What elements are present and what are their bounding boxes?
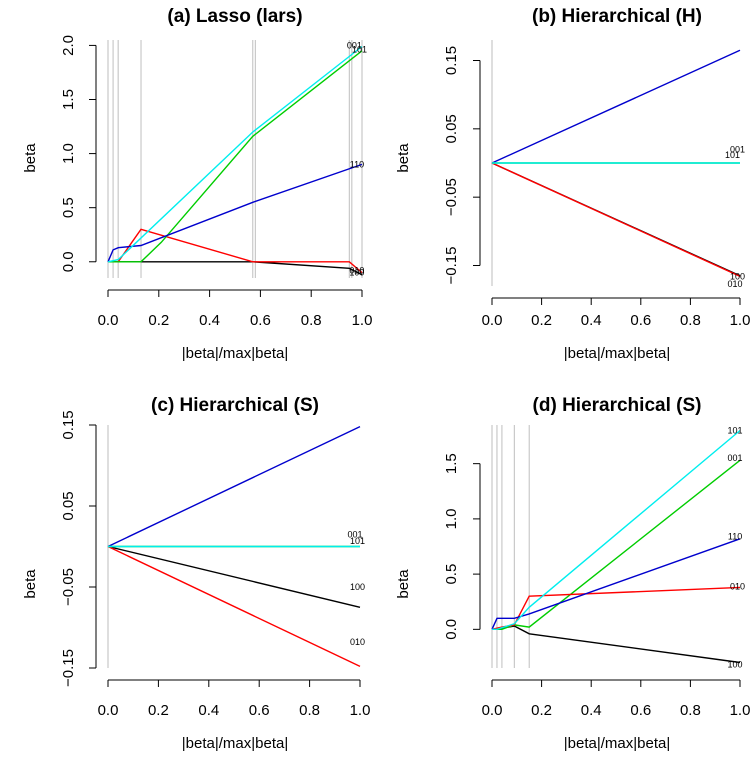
panel-a-series-110 — [107, 163, 363, 263]
panel-a-end-label-101: 101 — [352, 45, 367, 55]
panel-c-y-tick-label-2: 0.05 — [60, 491, 77, 520]
panel-c-series-010 — [107, 545, 361, 668]
panel-d-series-010 — [491, 586, 741, 630]
panel-a-x-tick-label-0: 0.0 — [98, 312, 119, 329]
panel-c-x-tick-label-2: 0.4 — [198, 702, 219, 719]
panel-a-y-tick-label-4: 2.0 — [60, 35, 77, 56]
panel-c-series-110 — [107, 425, 361, 548]
panel-d-x-tick-label-2: 0.4 — [581, 702, 602, 719]
panel-a-title: (a) Lasso (lars) — [167, 6, 302, 27]
panel-d-xlabel: |beta|/max|beta| — [564, 735, 670, 752]
panel-b-end-label-001: 001 — [730, 144, 745, 154]
panel-d-ylabel: beta — [395, 569, 412, 599]
panel-c-series-100 — [107, 545, 361, 608]
panel-d-end-label-001: 001 — [728, 453, 743, 463]
panel-d-series-110 — [491, 538, 741, 630]
panel-b-x-tick-label-3: 0.6 — [630, 312, 651, 329]
panel-c-ylabel: beta — [22, 569, 39, 599]
panel-c-xlabel: |beta|/max|beta| — [182, 735, 288, 752]
panel-a-y-tick-label-1: 0.5 — [60, 197, 77, 218]
panel-a-end-label-010: 010 — [349, 265, 364, 275]
panel-b-x-tick-label-5: 1.0 — [730, 312, 751, 329]
panel-a-lasso: (a) Lasso (lars) |beta|/max|beta| beta 0… — [22, 6, 372, 362]
panel-d-x-tick-label-4: 0.8 — [680, 702, 701, 719]
panel-c-x-tick-label-5: 1.0 — [350, 702, 371, 719]
panel-d-x-tick-label-5: 1.0 — [730, 702, 751, 719]
panel-d-title: (d) Hierarchical (S) — [533, 395, 702, 416]
panel-d-end-label-101: 101 — [728, 426, 743, 436]
panel-b-ylabel: beta — [395, 143, 412, 173]
panel-a-x-tick-label-1: 0.2 — [148, 312, 169, 329]
panel-d-end-label-100: 100 — [728, 660, 743, 670]
panel-b-x-tick-label-1: 0.2 — [531, 312, 552, 329]
panel-a-x-tick-label-4: 0.8 — [301, 312, 322, 329]
panel-b-y-tick-label-2: 0.05 — [443, 114, 460, 143]
panel-b-xlabel: |beta|/max|beta| — [564, 345, 670, 362]
panel-a-x-tick-label-2: 0.4 — [199, 312, 220, 329]
panel-a-x-tick-label-5: 1.0 — [352, 312, 373, 329]
panel-b-end-label-010: 010 — [728, 279, 743, 289]
panel-b-y-tick-label-0: −0.15 — [443, 247, 460, 285]
panel-d-hierarchical-s: (d) Hierarchical (S) |beta|/max|beta| be… — [395, 395, 750, 752]
panel-a-ylabel: beta — [22, 143, 39, 173]
panel-c-x-tick-label-4: 0.8 — [299, 702, 320, 719]
panel-b-y-tick-label-1: −0.05 — [443, 178, 460, 216]
panel-a-series-101 — [108, 50, 363, 263]
panel-a-end-label-110: 110 — [350, 159, 364, 169]
panel-d-x-tick-label-3: 0.6 — [630, 702, 651, 719]
panel-a-xlabel: |beta|/max|beta| — [182, 345, 288, 362]
panel-a-end-label-100: 100 — [349, 268, 364, 278]
panel-b-x-tick-label-0: 0.0 — [482, 312, 503, 329]
panel-b-x-tick-label-4: 0.8 — [680, 312, 701, 329]
panel-d-series-101 — [492, 429, 741, 630]
panel-d-x-tick-label-1: 0.2 — [531, 702, 552, 719]
panel-b-end-label-100: 100 — [730, 271, 745, 281]
panel-a-y-tick-label-3: 1.5 — [60, 89, 77, 110]
panel-c-end-label-001: 001 — [347, 529, 362, 539]
panel-a-end-label-001: 001 — [347, 40, 362, 50]
panel-a-series-001 — [107, 45, 363, 263]
panel-d-end-label-110: 110 — [728, 532, 742, 542]
panel-c-y-tick-label-3: 0.15 — [60, 410, 77, 439]
panel-b-hierarchical-h: (b) Hierarchical (H) |beta|/max|beta| be… — [395, 6, 750, 362]
panel-c-x-tick-label-0: 0.0 — [98, 702, 119, 719]
panel-b-y-tick-label-3: 0.15 — [443, 46, 460, 75]
panel-d-x-tick-label-0: 0.0 — [482, 702, 503, 719]
panel-a-y-tick-label-2: 1.0 — [60, 143, 77, 164]
panel-d-end-label-010: 010 — [730, 581, 745, 591]
panel-d-y-tick-label-0: 0.0 — [443, 619, 460, 640]
panel-c-y-tick-label-0: −0.15 — [60, 649, 77, 687]
panel-b-x-tick-label-2: 0.4 — [581, 312, 602, 329]
panel-c-x-tick-label-1: 0.2 — [148, 702, 169, 719]
panel-c-x-tick-label-3: 0.6 — [249, 702, 270, 719]
panel-c-hierarchical-s: (c) Hierarchical (S) |beta|/max|beta| be… — [22, 395, 370, 752]
panel-c-end-label-010: 010 — [350, 637, 365, 647]
panel-c-end-label-100: 100 — [350, 582, 365, 592]
panel-c-title: (c) Hierarchical (S) — [151, 395, 319, 416]
panel-d-y-tick-label-1: 0.5 — [443, 564, 460, 585]
panel-a-y-tick-label-0: 0.0 — [60, 251, 77, 272]
panel-a-x-tick-label-3: 0.6 — [250, 312, 271, 329]
panel-b-series-010 — [491, 162, 741, 278]
panel-b-title: (b) Hierarchical (H) — [532, 6, 702, 27]
panel-c-end-label-101: 101 — [350, 536, 365, 546]
panel-d-y-tick-label-2: 1.0 — [443, 508, 460, 529]
panel-c-y-tick-label-1: −0.05 — [60, 568, 77, 606]
panel-b-series-110 — [491, 49, 741, 164]
panel-b-end-label-101: 101 — [725, 150, 740, 160]
panel-d-y-tick-label-3: 1.5 — [443, 453, 460, 474]
